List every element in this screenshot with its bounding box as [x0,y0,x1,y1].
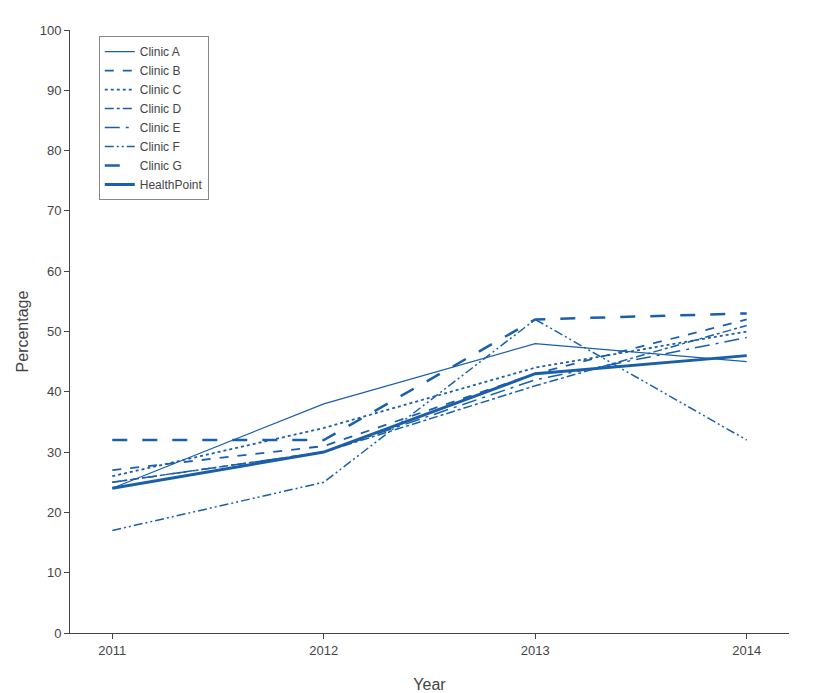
svg-text:90: 90 [47,83,61,98]
svg-text:50: 50 [47,324,61,339]
svg-text:Clinic G: Clinic G [140,159,182,173]
svg-text:2014: 2014 [732,643,761,658]
svg-text:Year: Year [413,676,446,693]
svg-text:70: 70 [47,203,61,218]
svg-text:10: 10 [47,565,61,580]
svg-text:60: 60 [47,264,61,279]
svg-text:Clinic A: Clinic A [140,45,180,59]
svg-text:100: 100 [40,23,62,38]
svg-text:Clinic E: Clinic E [140,121,181,135]
svg-text:Clinic D: Clinic D [140,102,182,116]
svg-text:0: 0 [54,626,61,641]
svg-text:HealthPoint: HealthPoint [140,178,203,192]
svg-text:Percentage: Percentage [14,290,31,372]
svg-text:Clinic C: Clinic C [140,83,182,97]
svg-text:40: 40 [47,384,61,399]
svg-text:Clinic B: Clinic B [140,64,181,78]
svg-text:Clinic F: Clinic F [140,140,180,154]
svg-text:80: 80 [47,143,61,158]
svg-text:20: 20 [47,505,61,520]
svg-text:30: 30 [47,445,61,460]
svg-text:2013: 2013 [521,643,550,658]
svg-text:2012: 2012 [309,643,338,658]
svg-text:2011: 2011 [98,643,126,658]
